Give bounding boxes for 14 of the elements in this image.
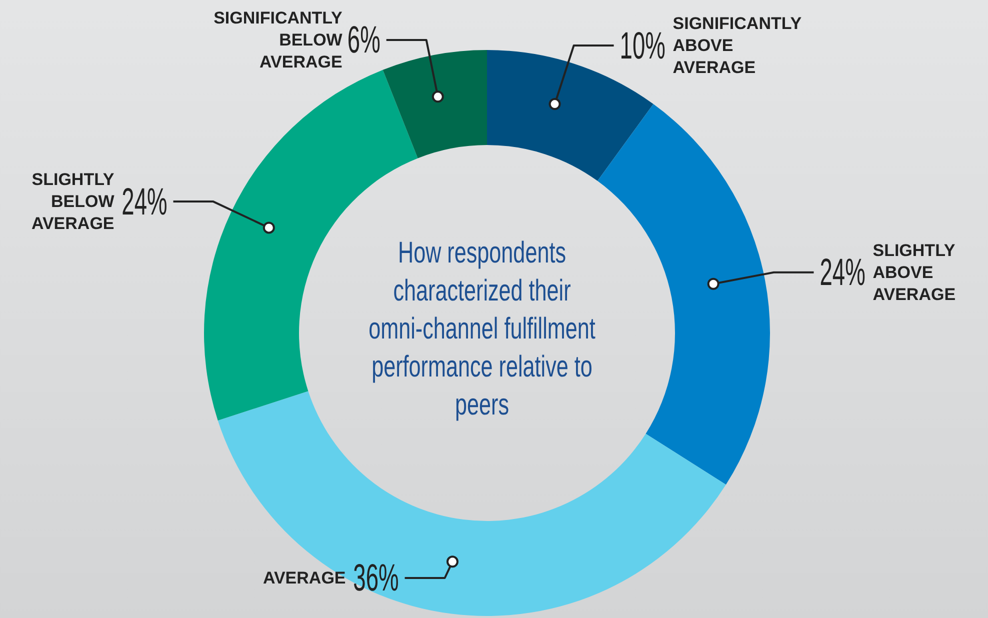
- slice-label: SLIGHTLY BELOW AVERAGE: [31, 170, 116, 234]
- data-label: 36%: [353, 556, 399, 600]
- donut-slice: [382, 50, 487, 158]
- slice-label: AVERAGE: [262, 568, 346, 588]
- donut-slice: [598, 104, 770, 485]
- data-label: 6%: [347, 18, 380, 62]
- donut-slice: [218, 391, 726, 616]
- slice-label: SLIGHTLY ABOVE AVERAGE: [872, 240, 956, 304]
- slice-label: SIGNIFICANTLY ABOVE AVERAGE: [672, 14, 802, 78]
- slice-label: SIGNIFICANTLY BELOW AVERAGE: [214, 8, 344, 72]
- data-label: 24%: [820, 251, 866, 294]
- text: How respondents characterized their omni-channel fulfillment performance relative to peers: [368, 234, 596, 422]
- data-label: 24%: [122, 180, 168, 223]
- data-label: 10%: [620, 24, 666, 67]
